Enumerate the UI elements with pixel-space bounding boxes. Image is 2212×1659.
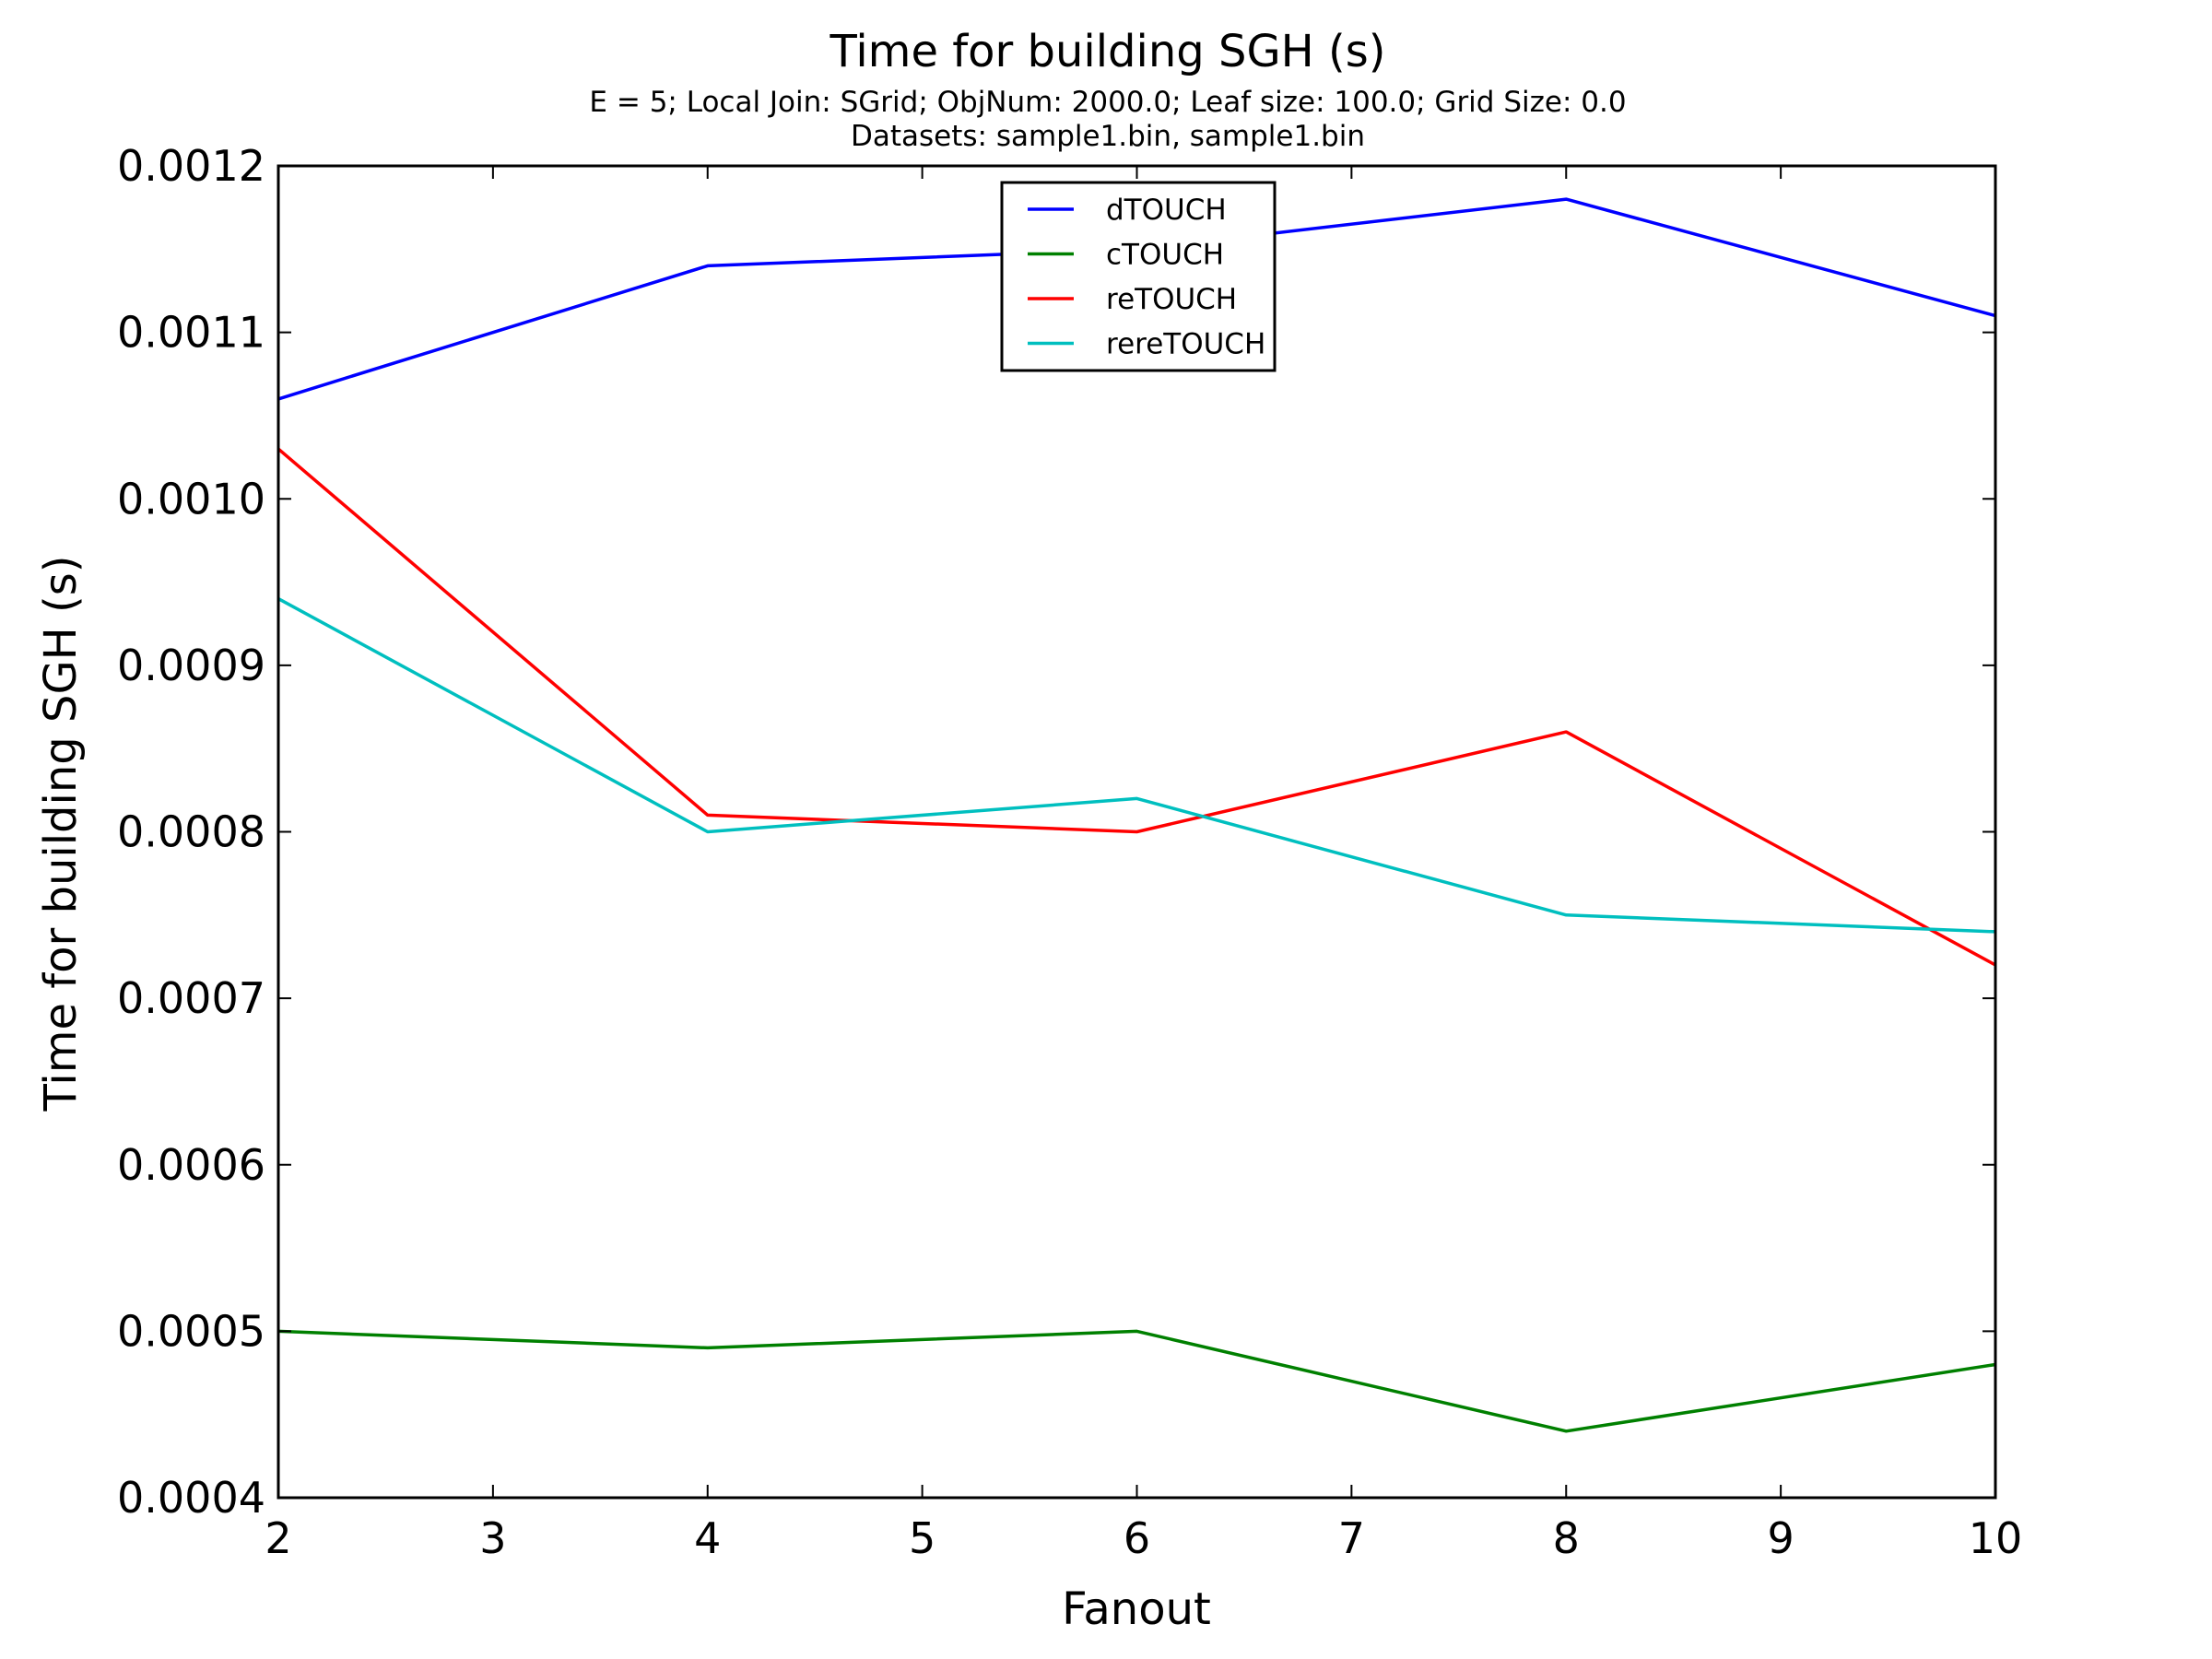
y-tick-label: 0.0009: [117, 641, 265, 690]
y-tick-label: 0.0007: [117, 973, 265, 1023]
y-tick-label: 0.0010: [117, 474, 265, 524]
tick-labels-layer: 2 3 4 5 6 7 8 9 10 0.0004 0.0005 0.0006 0.0007 0.0008…: [117, 141, 2022, 1563]
legend-label-reTOUCH: reTOUCH: [1106, 283, 1237, 316]
chart-title: Time for building SGH (s): [830, 26, 1386, 77]
legend-box: [1000, 181, 1277, 372]
chart-subtitle-line-2: Datasets: sample1.bin, sample1.bin: [851, 120, 1365, 153]
series-layer: [276, 197, 1996, 1433]
x-tick-label: 7: [1338, 1513, 1365, 1563]
y-tick-label: 0.0005: [117, 1306, 265, 1356]
x-tick-label: 5: [909, 1513, 935, 1563]
y-tick-label: 0.0011: [117, 308, 265, 358]
x-tick-label: 10: [1969, 1513, 2023, 1563]
y-tick-label: 0.0012: [117, 141, 265, 191]
x-tick-label: 4: [694, 1513, 721, 1563]
x-tick-label: 8: [1553, 1513, 1580, 1563]
chart-subtitle-line-1: E = 5; Local Join: SGrid; ObjNum: 2000.0…: [589, 86, 1626, 119]
y-tick-label: 0.0006: [117, 1140, 265, 1190]
plot-area: [276, 164, 1997, 1500]
legend-label-dTOUCH: dTOUCH: [1106, 194, 1227, 227]
y-tick-label: 0.0004: [117, 1473, 265, 1523]
x-tick-label: 2: [265, 1513, 291, 1563]
x-tick-label: 3: [479, 1513, 506, 1563]
series-line-reTOUCH: [276, 447, 1996, 967]
series-line-rereTOUCH: [277, 597, 1996, 934]
y-axis-title: Time for building SGH (s): [35, 556, 87, 1112]
legend: dTOUCH cTOUCH reTOUCH rereTOUCH: [1000, 181, 1277, 372]
x-tick-label: 6: [1124, 1513, 1150, 1563]
legend-label-rereTOUCH: rereTOUCH: [1106, 328, 1265, 361]
y-tick-label: 0.0008: [117, 807, 265, 857]
x-axis-title: Fanout: [1062, 1583, 1211, 1635]
legend-label-cTOUCH: cTOUCH: [1106, 239, 1224, 272]
series-line-cTOUCH: [277, 1329, 1996, 1433]
x-tick-label: 9: [1767, 1513, 1794, 1563]
plot-frame: [276, 164, 1997, 1500]
